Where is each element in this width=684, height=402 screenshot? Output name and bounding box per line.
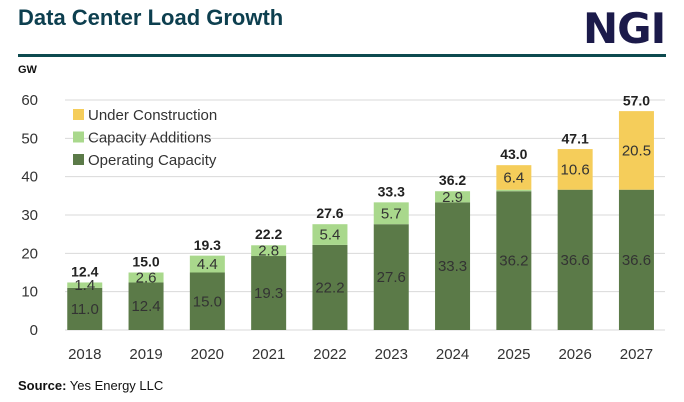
- legend-swatch: [73, 154, 84, 165]
- bar-segment-operating-capacity: [67, 287, 103, 330]
- x-tick-label: 2021: [252, 346, 285, 363]
- source-text: Yes Energy LLC: [69, 378, 164, 393]
- bar-segment-operating-capacity: [128, 282, 164, 330]
- bar-segment-label: 33.3: [438, 258, 467, 275]
- bar-segment-label: 15.0: [193, 293, 222, 310]
- x-tick-label: 2018: [68, 346, 101, 363]
- bar-segment-operating-capacity: [251, 256, 287, 330]
- source-label: Source:: [18, 378, 67, 393]
- legend-label: Capacity Additions: [88, 130, 211, 147]
- bar-segment-label: 36.6: [622, 252, 651, 269]
- legend-label: Operating Capacity: [88, 152, 217, 169]
- title-divider: [18, 54, 666, 57]
- y-axis-unit-label: GW: [18, 64, 37, 76]
- bar-segment-capacity-additions: [373, 202, 409, 225]
- x-tick-label: 2023: [375, 346, 408, 363]
- bar-total-label: 47.1: [562, 130, 589, 146]
- bar-segment-capacity-additions: [67, 282, 103, 288]
- legend-swatch: [73, 109, 84, 120]
- bar-segment-label: 10.6: [561, 161, 590, 178]
- x-tick-label: 2025: [497, 346, 530, 363]
- bar-segment-label: 1.4: [74, 277, 95, 294]
- bar-segment-operating-capacity: [618, 189, 654, 330]
- x-tick-label: 2026: [558, 346, 591, 363]
- bar-total-label: 36.2: [439, 172, 466, 188]
- bar-total-label: 57.0: [623, 93, 650, 109]
- bar-total-label: 33.3: [378, 183, 405, 199]
- bar-total-label: 22.2: [255, 226, 282, 242]
- bar-total-label: 43.0: [500, 146, 527, 162]
- y-tick-label: 10: [21, 284, 38, 301]
- bar-segment-label: 19.3: [254, 285, 283, 302]
- bar-segment-capacity-additions: [251, 245, 287, 257]
- bar-segment-label: 5.7: [381, 205, 402, 222]
- bar-segment-label: 27.6: [377, 269, 406, 286]
- bar-segment-label: 11.0: [71, 301, 99, 318]
- bar-segment-capacity-additions: [128, 272, 164, 283]
- chart-title: Data Center Load Growth: [18, 5, 284, 30]
- x-tick-label: 2027: [620, 346, 653, 363]
- bar-segment-under-construction: [496, 165, 532, 190]
- bar-segment-label: 5.4: [320, 227, 341, 244]
- bar-segment-label: 4.4: [197, 256, 218, 273]
- x-tick-label: 2020: [191, 346, 224, 363]
- bar-segment-label: 2.6: [136, 269, 157, 286]
- bar-total-label: 15.0: [132, 254, 159, 270]
- bar-segment-label: 36.6: [561, 252, 590, 269]
- bar-segment-label: 6.4: [503, 169, 524, 186]
- bar-segment-capacity-additions: [189, 255, 225, 273]
- bar-segment-operating-capacity: [189, 272, 225, 330]
- bar-segment-operating-capacity: [312, 244, 348, 330]
- x-tick-label: 2019: [129, 346, 162, 363]
- bar-total-label: 27.6: [316, 205, 343, 221]
- y-tick-label: 40: [21, 169, 38, 186]
- bar-segment-capacity-additions: [435, 191, 471, 203]
- bar-segment-capacity-additions: [496, 189, 532, 192]
- x-tick-label: 2022: [313, 346, 346, 363]
- y-tick-label: 50: [21, 130, 38, 147]
- bar-segment-label: 2.9: [442, 189, 463, 206]
- ngi-logo: NGI: [583, 4, 666, 53]
- bar-segment-operating-capacity: [557, 189, 593, 330]
- bar-segment-capacity-additions: [312, 224, 348, 245]
- bar-segment-operating-capacity: [496, 191, 532, 330]
- x-tick-label: 2024: [436, 346, 469, 363]
- bar-segment-label: 12.4: [131, 298, 160, 315]
- bar-segment-operating-capacity: [435, 202, 471, 330]
- source-note: Source: Yes Energy LLC: [18, 378, 163, 393]
- legend-swatch: [73, 131, 84, 143]
- bar-total-label: 12.4: [71, 263, 98, 279]
- bar-segment-under-construction: [618, 111, 654, 190]
- bar-segment-label: 22.2: [315, 279, 344, 296]
- bar-segment-label: 20.5: [622, 142, 651, 159]
- bar-segment-operating-capacity: [373, 224, 409, 330]
- y-tick-label: 20: [21, 245, 38, 262]
- y-tick-label: 0: [30, 322, 38, 339]
- bar-total-label: 19.3: [194, 237, 221, 253]
- bar-segment-label: 36.2: [499, 253, 528, 270]
- y-tick-label: 30: [21, 207, 38, 224]
- bar-segment-label: 2.8: [258, 243, 279, 260]
- legend-label: Under Construction: [88, 107, 217, 124]
- y-tick-label: 60: [21, 92, 38, 109]
- bar-segment-under-construction: [557, 149, 593, 190]
